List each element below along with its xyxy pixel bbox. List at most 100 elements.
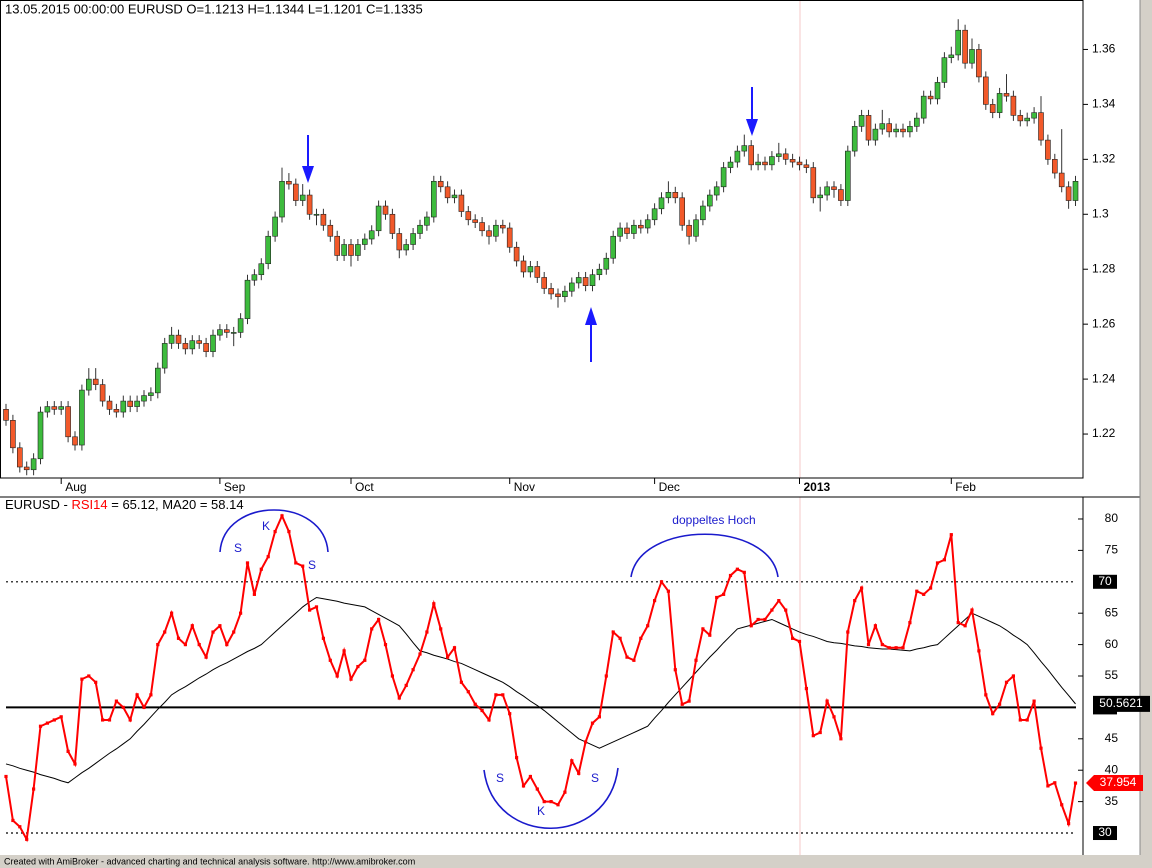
candle-body [713,186,720,196]
rsi-point [749,624,753,628]
candle-body [348,244,354,256]
candle-body [1052,159,1058,174]
rsi-point [18,825,22,829]
candle-body [92,378,99,385]
rsi-point [604,674,608,678]
candle-body [79,389,85,446]
candle-body [789,159,796,163]
rsi-point [853,599,857,603]
candle-body [113,409,120,413]
rsi-point [80,677,84,681]
candle-body [555,293,561,297]
last-value-box [1086,775,1143,792]
rsi-point [432,602,436,606]
y-tick-label: 1.26 [1092,316,1116,330]
header-rsi-value: = 65.12, [111,497,158,512]
candle-body [458,194,465,212]
rsi-point [328,658,332,662]
rsi-point [397,696,401,700]
candle-body [396,233,403,251]
candle-body [851,126,858,152]
candle-body [410,233,416,245]
level-box [1093,574,1117,589]
candle-body [527,266,534,273]
candle-body [665,191,672,199]
x-tick-label: Aug [65,480,86,494]
arc [630,533,779,578]
candle-body [375,205,382,232]
rsi-point [363,658,367,662]
rsi-point [584,740,588,744]
candle-body [44,406,51,413]
candle-body [603,257,610,270]
rsi-point [1004,680,1009,684]
candle-body [37,411,44,460]
rsi-point [1039,746,1043,750]
candle-body [734,150,741,163]
rsi-point [390,674,394,678]
rsi-point [377,617,381,622]
candle-body [127,400,133,407]
rsi-point [646,624,650,628]
candle-body [355,244,361,256]
candle-body [913,117,920,127]
rsi-point [577,771,581,775]
rsi-point [977,649,981,653]
candle-body [168,334,175,344]
rsi-point [984,693,988,697]
header-ma-name: MA20 [162,497,196,512]
candle-body [637,224,644,229]
rsi-point [411,668,415,672]
rsi-point [1018,718,1022,722]
candle-body [700,205,706,221]
candle-body [382,205,389,215]
rsi-point [846,630,850,634]
candle-body [617,227,623,237]
rsi-point [259,567,263,571]
rsi-point [542,800,546,804]
rsi-point [535,787,539,791]
candle-body [610,235,617,259]
candle-body [969,49,975,64]
arc [483,767,619,829]
y-tick-label: 1.34 [1092,97,1116,111]
candle-body [210,334,216,352]
rsi-point [11,818,15,823]
y-tick-label: 1.32 [1092,152,1116,166]
candle-body [706,194,713,207]
rsi-point [480,708,484,713]
candle-body [1031,112,1037,119]
candle-body [741,145,748,152]
candle-body [286,181,292,185]
candle-body [651,208,658,221]
rsi-point [515,756,519,760]
candle-body [568,282,575,292]
candle-body [513,246,520,262]
rsi-point [728,573,733,578]
candle-body [644,219,651,229]
candle-body [1058,172,1065,188]
rsi-point [949,533,953,537]
candle-body [562,290,568,297]
rsi-point [687,699,691,703]
price-title: 13.05.2015 00:00:00 EURUSD O=1.1213 H=1.… [5,1,423,16]
arc [219,509,329,553]
y-tick-label: 1.36 [1092,42,1116,56]
y-tick-label: 75 [1105,543,1119,557]
candle-body [444,186,451,199]
rsi-point [473,702,477,706]
candle-body [272,216,278,237]
y-tick-label: 40 [1105,762,1119,776]
rsi-point [866,642,871,647]
rsi-point [963,624,967,628]
footer-band [0,855,1152,868]
candle-body [769,156,775,166]
candle-body [451,194,458,199]
rsi-point [784,608,788,612]
rsi-point [459,680,463,684]
rsi-point [466,690,470,694]
candle-body [424,216,430,226]
candle-body [148,392,154,396]
rsi-point [321,636,325,640]
candle-body [934,82,941,100]
